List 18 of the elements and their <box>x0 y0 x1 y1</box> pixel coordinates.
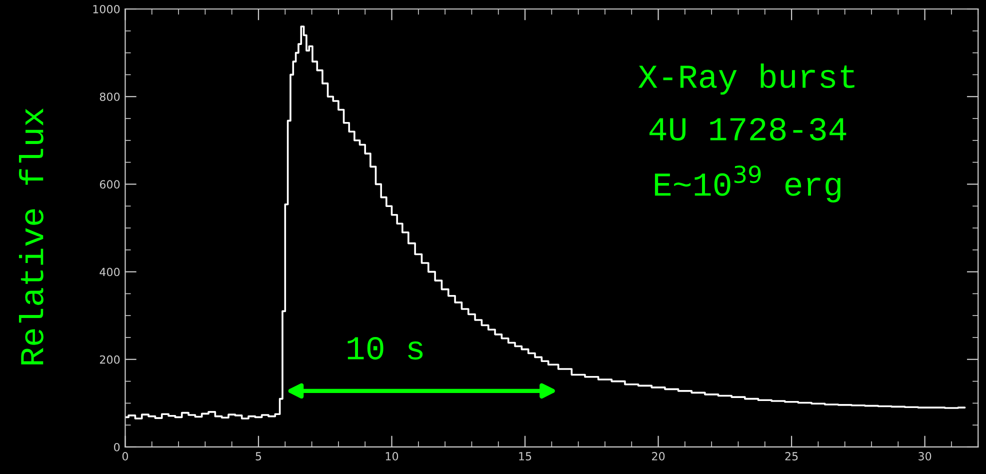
y-tick-label: 0 <box>114 442 120 452</box>
x-tick-label: 25 <box>785 452 798 460</box>
x-tick-label: 30 <box>918 452 932 460</box>
annotation: E~10$^{39}$ erg <box>654 166 840 203</box>
y-tick-label: 1000 <box>93 4 120 14</box>
y-tick-label: 600 <box>100 180 120 189</box>
annotation: X-Ray burst <box>638 64 854 95</box>
y-tick-label: 200 <box>100 355 120 364</box>
x-tick-label: 5 <box>256 452 262 460</box>
x-tick-label: 0 <box>122 452 128 460</box>
x-tick-label: 15 <box>519 452 532 460</box>
y-axis-title: Relative flux <box>18 108 44 364</box>
x-tick-label: 10 <box>386 452 398 460</box>
y-tick-label: 400 <box>100 268 120 276</box>
y-tick-label: 800 <box>100 92 120 101</box>
x-tick-label: 20 <box>652 452 665 460</box>
annotation: 4U 1728-34 <box>649 118 846 141</box>
annotation: 10 s <box>348 336 423 360</box>
